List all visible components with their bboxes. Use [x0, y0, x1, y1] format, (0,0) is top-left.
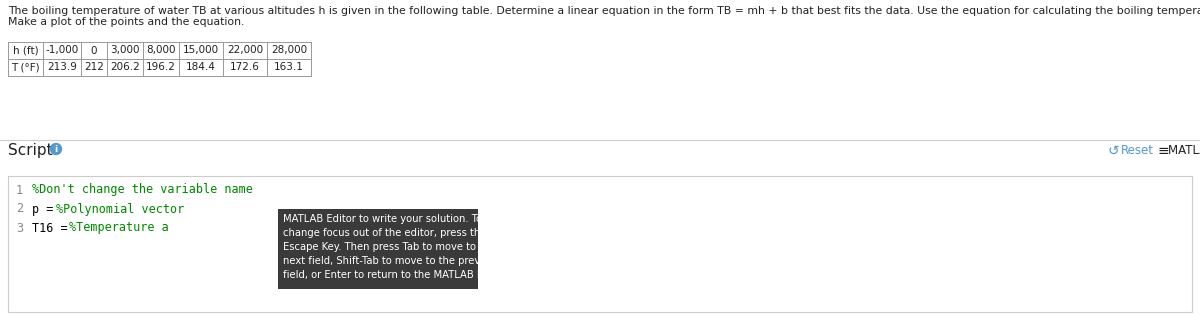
Text: ↺: ↺ [1108, 144, 1120, 158]
Text: change focus out of the editor, press the: change focus out of the editor, press th… [283, 228, 486, 238]
Text: 213.9: 213.9 [47, 62, 77, 72]
Text: 28,000: 28,000 [271, 45, 307, 55]
Text: 15,000: 15,000 [182, 45, 220, 55]
Text: 184.4: 184.4 [186, 62, 216, 72]
Text: 172.6: 172.6 [230, 62, 260, 72]
FancyBboxPatch shape [278, 209, 478, 289]
Text: %Temperature a: %Temperature a [68, 221, 168, 234]
Text: 2: 2 [16, 203, 23, 215]
Text: %Don't change the variable name: %Don't change the variable name [32, 184, 253, 197]
Text: MATLAB Documentation: MATLAB Documentation [1168, 144, 1200, 157]
Text: MATLAB Editor to write your solution. To: MATLAB Editor to write your solution. To [283, 214, 482, 224]
Text: 22,000: 22,000 [227, 45, 263, 55]
Text: 196.2: 196.2 [146, 62, 176, 72]
Text: T (°F): T (°F) [11, 62, 40, 72]
Circle shape [50, 144, 61, 154]
Text: Script: Script [8, 143, 53, 158]
Text: field, or Enter to return to the MATLAB Editor.: field, or Enter to return to the MATLAB … [283, 270, 509, 280]
Text: p =: p = [32, 203, 60, 215]
Text: next field, Shift-Tab to move to the previous: next field, Shift-Tab to move to the pre… [283, 256, 500, 266]
Text: Reset: Reset [1121, 144, 1154, 157]
Text: 3: 3 [16, 221, 23, 234]
Text: 3,000: 3,000 [110, 45, 139, 55]
Text: 206.2: 206.2 [110, 62, 140, 72]
FancyBboxPatch shape [8, 176, 1192, 312]
Text: %Polynomial vector: %Polynomial vector [56, 203, 185, 215]
Text: 212: 212 [84, 62, 104, 72]
Text: ≡: ≡ [1158, 144, 1170, 158]
Text: The boiling temperature of water TB at various altitudes h is given in the follo: The boiling temperature of water TB at v… [8, 6, 1200, 16]
Text: 8,000: 8,000 [146, 45, 175, 55]
Text: h (ft): h (ft) [13, 45, 38, 55]
Text: Escape Key. Then press Tab to move to the: Escape Key. Then press Tab to move to th… [283, 242, 496, 252]
Text: i: i [54, 145, 58, 153]
Text: T16 =: T16 = [32, 221, 74, 234]
Text: 1: 1 [16, 184, 23, 197]
Text: -1,000: -1,000 [46, 45, 79, 55]
Text: 163.1: 163.1 [274, 62, 304, 72]
Text: Make a plot of the points and the equation.: Make a plot of the points and the equati… [8, 17, 245, 27]
Text: 0: 0 [91, 45, 97, 55]
